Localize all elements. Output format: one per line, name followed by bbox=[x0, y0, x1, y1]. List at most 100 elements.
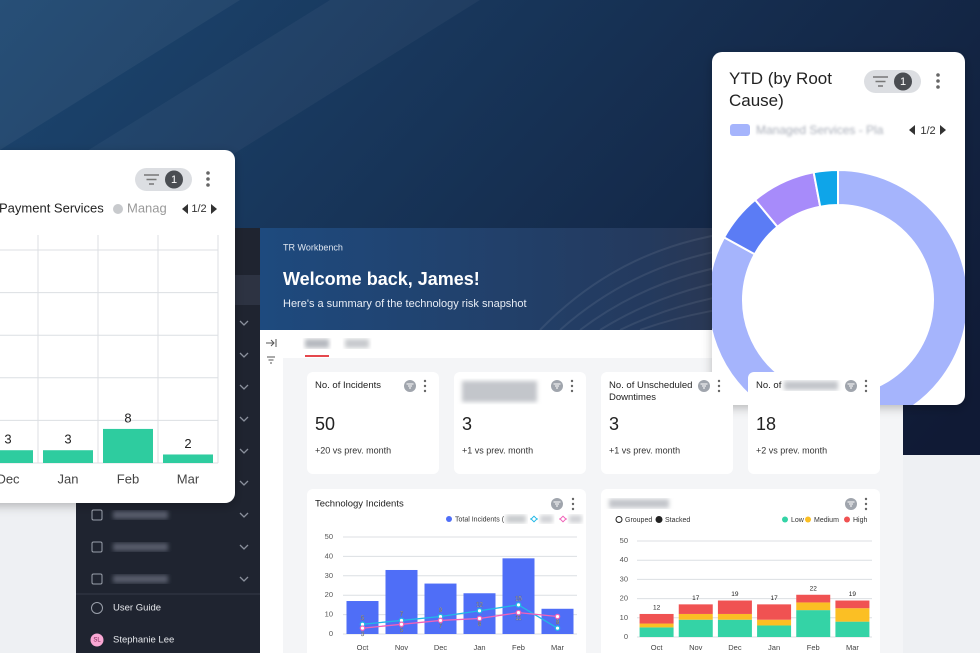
menu-dot[interactable] bbox=[570, 379, 574, 383]
legend-label[interactable]: Payment Services bbox=[0, 200, 104, 215]
menu-dot[interactable] bbox=[864, 502, 868, 506]
x-tick-label: Jan bbox=[473, 643, 485, 652]
kpi-title: No. of bbox=[756, 380, 782, 391]
legend-swatch[interactable] bbox=[559, 515, 567, 523]
menu-dot[interactable] bbox=[717, 384, 721, 388]
bar-segment bbox=[678, 604, 713, 614]
mode-label[interactable]: Grouped bbox=[625, 517, 652, 524]
filter-pill[interactable] bbox=[864, 70, 921, 93]
menu-dot[interactable] bbox=[206, 183, 210, 187]
data-label: 9 bbox=[439, 608, 443, 614]
menu-dot[interactable] bbox=[717, 379, 721, 383]
tab-indicator bbox=[305, 355, 329, 357]
x-tick-label: Feb bbox=[512, 643, 525, 652]
legend-swatch[interactable] bbox=[730, 124, 750, 136]
chevron[interactable] bbox=[239, 512, 249, 518]
legend-label[interactable]: Manag bbox=[127, 200, 167, 215]
donut-card bbox=[712, 52, 965, 405]
bar-card bbox=[0, 150, 235, 503]
bar bbox=[463, 593, 496, 634]
bar bbox=[103, 428, 153, 463]
x-tick-label: Oct bbox=[357, 643, 370, 652]
menu-dot[interactable] bbox=[423, 384, 427, 388]
menu-dot[interactable] bbox=[571, 507, 575, 511]
x-tick-label: Jan bbox=[768, 643, 780, 652]
stack-total: 12 bbox=[653, 605, 661, 612]
chevron[interactable] bbox=[239, 448, 249, 454]
kpi-card bbox=[601, 372, 733, 474]
filter-icon[interactable] bbox=[267, 356, 275, 364]
legend-label[interactable]: Medium bbox=[814, 517, 839, 524]
tab[interactable] bbox=[305, 339, 329, 348]
menu-dot[interactable] bbox=[570, 389, 574, 393]
bar-chart: Dec Jan Feb Mar 3 3 8 2 Payment Services Manag 1/2… bbox=[0, 168, 219, 486]
mode-radio[interactable] bbox=[615, 516, 623, 523]
menu-dot[interactable] bbox=[571, 502, 575, 506]
tab[interactable] bbox=[345, 339, 369, 348]
nav-icon bbox=[91, 573, 103, 585]
data-label: 2 bbox=[184, 436, 191, 451]
pager-arrow[interactable] bbox=[211, 204, 217, 214]
menu-dot[interactable] bbox=[864, 384, 868, 388]
data-label: 3 bbox=[4, 432, 11, 447]
filter-icon bbox=[406, 383, 414, 389]
chevron[interactable] bbox=[239, 384, 249, 390]
pager-arrow[interactable] bbox=[182, 204, 188, 214]
menu-dot[interactable] bbox=[571, 497, 575, 501]
menu-dot[interactable] bbox=[936, 73, 940, 77]
mode-radio[interactable] bbox=[655, 516, 663, 523]
chevron[interactable] bbox=[239, 544, 249, 550]
legend-swatch[interactable] bbox=[782, 516, 788, 523]
data-label: 9 bbox=[556, 620, 560, 626]
chevron[interactable] bbox=[239, 576, 249, 582]
mode-label[interactable]: Stacked bbox=[665, 517, 690, 524]
legend-label[interactable]: Total Incidents ( bbox=[455, 516, 505, 523]
menu-dot[interactable] bbox=[936, 85, 940, 89]
legend-label[interactable]: High bbox=[853, 517, 868, 524]
x-tick-label: Feb bbox=[117, 471, 139, 486]
avatar[interactable] bbox=[90, 633, 104, 647]
chevron[interactable] bbox=[239, 480, 249, 486]
bar-segment bbox=[639, 623, 674, 628]
filter-icon bbox=[847, 383, 855, 389]
stack-total: 19 bbox=[849, 591, 857, 598]
left-toolbar bbox=[260, 330, 283, 653]
chevron[interactable] bbox=[239, 320, 249, 326]
chevron[interactable] bbox=[239, 352, 249, 358]
menu-dot[interactable] bbox=[936, 79, 940, 83]
legend-label[interactable]: Managed Services - Pla bbox=[756, 123, 884, 137]
pager-arrow[interactable] bbox=[909, 125, 915, 135]
menu-dot[interactable] bbox=[423, 379, 427, 383]
menu-dot[interactable] bbox=[864, 497, 868, 501]
legend-swatch[interactable] bbox=[113, 204, 123, 214]
menu-dot[interactable] bbox=[570, 384, 574, 388]
filter-badge bbox=[165, 170, 183, 189]
collapse-icon[interactable] bbox=[266, 339, 277, 347]
legend-label[interactable]: Low bbox=[791, 517, 805, 524]
menu-dot[interactable] bbox=[717, 389, 721, 393]
bar-segment bbox=[757, 604, 792, 620]
filter-pill[interactable] bbox=[135, 168, 192, 191]
donut-title: YTD (by Root Cause) bbox=[729, 69, 832, 110]
blurred-text bbox=[113, 543, 168, 551]
menu-dot[interactable] bbox=[423, 389, 427, 393]
y-tick-label: 10 bbox=[325, 610, 333, 619]
legend-swatch[interactable] bbox=[844, 516, 850, 523]
menu-dot[interactable] bbox=[206, 177, 210, 181]
blurred-text bbox=[506, 515, 526, 523]
menu-dot[interactable] bbox=[206, 171, 210, 175]
user-guide[interactable]: User Guide bbox=[113, 603, 161, 614]
chevron[interactable] bbox=[239, 416, 249, 422]
kpi-value: 50 bbox=[315, 414, 335, 434]
kpi-delta: +2 vs prev. month bbox=[756, 445, 827, 455]
menu-dot[interactable] bbox=[864, 379, 868, 383]
menu-dot[interactable] bbox=[864, 507, 868, 511]
legend-swatch[interactable] bbox=[530, 515, 538, 523]
pager-arrow[interactable] bbox=[940, 125, 946, 135]
y-tick-label: 10 bbox=[620, 613, 628, 622]
user-name[interactable]: Stephanie Lee bbox=[113, 635, 174, 646]
stack-total: 22 bbox=[810, 585, 818, 592]
menu-dot[interactable] bbox=[864, 389, 868, 393]
legend-swatch[interactable] bbox=[446, 516, 452, 522]
legend-swatch[interactable] bbox=[805, 516, 811, 523]
